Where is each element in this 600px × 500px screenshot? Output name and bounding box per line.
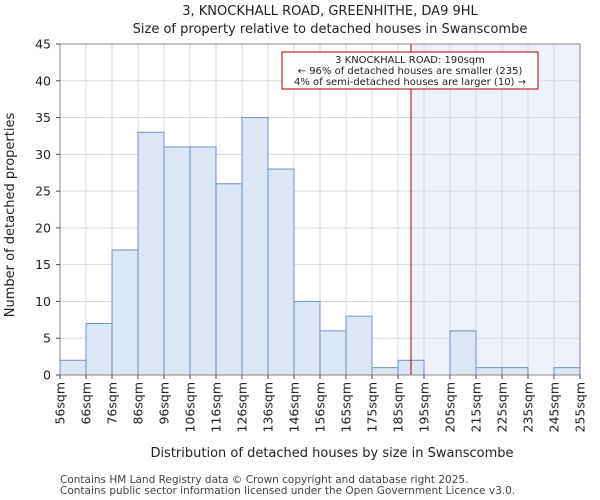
y-tick-label: 10 (35, 294, 51, 309)
x-tick-label: 205sqm (443, 382, 458, 432)
y-tick-label: 40 (35, 73, 51, 88)
x-tick-label: 175sqm (365, 382, 380, 432)
annotation-border (281, 51, 539, 90)
histogram-bar (553, 367, 581, 376)
x-tick-label: 116sqm (209, 382, 224, 432)
x-axis-label: Distribution of detached houses by size … (150, 446, 513, 461)
x-tick-label: 86sqm (131, 382, 146, 425)
histogram-bar (371, 367, 399, 376)
chart-subtitle: Size of property relative to detached ho… (133, 22, 528, 37)
x-tick-label: 136sqm (261, 382, 276, 432)
histogram-bar (137, 131, 165, 376)
annotation-line-3: 4% of semi-detached houses are larger (1… (294, 77, 526, 88)
y-tick-label: 15 (35, 257, 51, 272)
histogram-bar (501, 367, 529, 376)
y-tick-label: 0 (43, 368, 51, 383)
plot-area: 0 5 10 15 20 25 30 35 40 45 56sqm 66sqm 76sqm 86sqm 96… (35, 37, 587, 433)
y-tick-label: 35 (35, 110, 51, 125)
histogram-bar (85, 323, 113, 376)
annotation-line-2: ← 96% of detached houses are smaller (23… (298, 66, 523, 77)
x-tick-label: 96sqm (157, 382, 172, 425)
histogram-bar (319, 330, 347, 376)
shaded-region (411, 44, 580, 375)
x-tick-label: 106sqm (183, 382, 198, 432)
y-tick-label: 25 (35, 184, 51, 199)
histogram-bar (189, 146, 217, 376)
histogram-bar (163, 146, 191, 376)
annotation-box: 3 KNOCKHALL ROAD: 190sqm ← 96% of detach… (281, 51, 539, 90)
y-tick-label: 30 (35, 147, 51, 162)
footer-licence: Contains public sector information licen… (60, 485, 515, 497)
x-tick-label: 215sqm (469, 382, 484, 432)
histogram-bar (241, 117, 269, 376)
x-tick-label: 76sqm (105, 382, 120, 425)
x-tick-label: 255sqm (573, 382, 588, 432)
x-tick-label: 156sqm (313, 382, 328, 432)
x-tick-label: 225sqm (495, 382, 510, 432)
histogram-bar (267, 168, 295, 376)
histogram-bar (215, 183, 243, 376)
x-tick-label: 195sqm (417, 382, 432, 432)
x-tick-label: 165sqm (339, 382, 354, 432)
x-tick-label: 146sqm (287, 382, 302, 432)
histogram-bar (475, 367, 503, 376)
x-tick-label: 56sqm (53, 382, 68, 425)
x-tick-label: 126sqm (235, 382, 250, 432)
x-tick-label: 245sqm (547, 382, 562, 432)
y-axis-label: Number of detached properties (3, 113, 18, 318)
y-tick-label: 20 (35, 220, 51, 235)
annotation-line-1: 3 KNOCKHALL ROAD: 190sqm (335, 55, 485, 66)
histogram-bar (293, 300, 321, 376)
histogram-bar (111, 249, 139, 376)
footer-copyright: Contains HM Land Registry data © Crown c… (60, 474, 468, 486)
y-tick-label: 45 (35, 37, 51, 52)
y-tick-label: 5 (43, 331, 51, 346)
x-tick-label: 185sqm (391, 382, 406, 432)
x-tick-label: 66sqm (79, 382, 94, 425)
x-tick-label: 235sqm (521, 382, 536, 432)
histogram-bar (345, 315, 373, 376)
chart-title: 3, KNOCKHALL ROAD, GREENHITHE, DA9 9HL (182, 4, 478, 19)
histogram-bar (59, 359, 87, 376)
histogram-bar (449, 330, 477, 376)
